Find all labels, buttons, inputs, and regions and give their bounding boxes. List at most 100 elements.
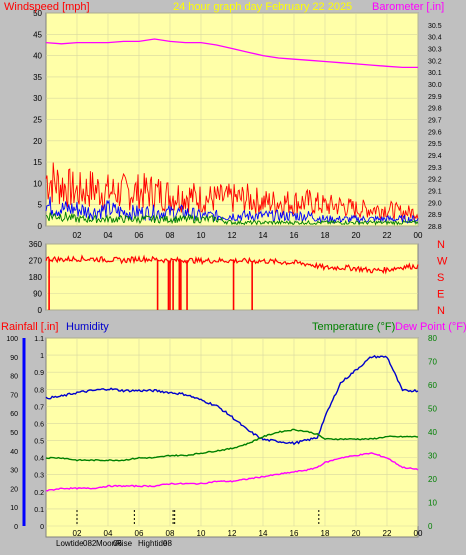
baro-tick-label: 29.3 [428,165,442,172]
temperature-y-axis: 0 10 20 30 40 50 60 70 80 [428,334,437,531]
compass-letter: S [437,272,444,284]
time-tick-label: 08 [166,529,175,538]
humidity-axis-title: Humidity [66,321,109,333]
rain-tick-label: 0.9 [34,370,44,377]
time-tick-label: 06 [135,231,144,240]
time-tick-label: 06 [135,529,144,538]
temperature-tick-label: 40 [428,428,437,437]
dew-point-line [45,452,419,492]
time-tick-label: 00 [414,231,423,240]
barometer-line [45,38,418,69]
baro-tick-label: 30.3 [428,47,442,54]
time-tick-label: 22 [383,231,392,240]
time-tick-label: 18 [321,529,330,538]
wind-baro-grid [46,12,419,227]
baro-tick-label: 30.2 [428,58,442,65]
time-tick-label: 14 [259,529,268,538]
rain-tick-label: 1.1 [34,336,44,343]
humidity-line [45,354,419,446]
wind-tick-label: 45 [33,30,42,39]
wind-series-0 [45,162,419,220]
humidity-tick-label: 50 [10,430,18,437]
compass-letter: W [437,256,448,268]
rain-tick-label: 0.4 [34,456,44,463]
event-label: 082 [83,539,97,548]
temperature-tick-label: 60 [428,381,437,390]
time-tick-label: 16 [290,529,299,538]
time-tick-label: 02 [73,231,82,240]
wind-tick-label: 35 [33,73,42,82]
direction-grid [46,243,418,311]
compass-letter: N [437,305,445,317]
baro-tick-label: 29.4 [428,153,442,160]
direction-tick-label: 90 [33,290,42,299]
humidity-tick-label: 10 [10,505,18,512]
wind-series-1 [45,196,419,225]
wind-tick-label: 25 [33,116,42,125]
time-axis-top: 02 04 06 08 10 12 14 16 18 20 22 00 [73,231,423,240]
wind-tick-label: 40 [33,52,42,61]
time-tick-label: 16 [290,231,299,240]
chart-title: 24 hour graph day February 22 2025 [173,1,352,13]
rain-axis-title: Rainfall [.in] [1,321,58,333]
dewpoint-axis-title: Dew Point (°F) [395,321,466,333]
temperature-tick-label: 30 [428,452,437,461]
wind-tick-label: 50 [33,9,42,18]
wind-tick-label: 5 [38,201,43,210]
wind-axis-title: Windspeed [mph] [4,1,90,13]
wind-series-2 [45,211,419,226]
humidity-tick-label: 80 [10,374,18,381]
time-tick-label: 12 [228,529,237,538]
baro-y-axis: 28.8 28.9 29.0 29.1 29.2 29.3 29.4 29.5 29.6 29.7… [428,23,442,231]
rain-tick-label: 1 [40,353,44,360]
humidity-tick-label: 70 [10,392,18,399]
temperature-axis-title: Temperature (°F) [312,321,395,333]
event-label: Hightide [138,539,168,548]
event-label: 08 [163,539,172,548]
direction-tick-label: 270 [29,257,43,266]
time-axis-bottom: 02 04 06 08 10 12 14 16 18 20 22 00 [73,529,423,538]
humidity-tick-label: 40 [10,449,18,456]
time-tick-label: 14 [259,231,268,240]
temperature-tick-label: 10 [428,499,437,508]
baro-tick-label: 29.0 [428,200,442,207]
time-tick-label: 22 [383,529,392,538]
baro-tick-label: 30.5 [428,23,442,30]
wind-tick-label: 15 [33,158,42,167]
rain-tick-label: 0.6 [34,421,44,428]
baro-tick-label: 29.2 [428,177,442,184]
baro-tick-label: 30.1 [428,70,442,77]
event-label: Lowtide [56,539,84,548]
humidity-tick-label: 30 [10,468,18,475]
time-tick-label: 00 [414,529,423,538]
temperature-tick-label: 80 [428,334,437,343]
time-tick-label: 08 [166,231,175,240]
temperature-tick-label: 0 [428,522,433,531]
rain-tick-label: 0.1 [34,507,44,514]
baro-tick-label: 30.0 [428,82,442,89]
event-label: 06 [113,539,122,548]
humidity-y-axis: 0 10 20 30 40 50 60 70 80 90 100 [6,336,26,531]
humidity-tick-label: 90 [10,355,18,362]
baro-tick-label: 29.7 [428,118,442,125]
humidity-tick-label: 60 [10,411,18,418]
humidity-tick-label: 20 [10,486,18,493]
wind-tick-label: 10 [33,179,42,188]
compass-letter: N [437,239,445,251]
baro-tick-label: 28.8 [428,224,442,231]
direction-line [45,254,419,275]
humidity-temp-series [45,354,419,492]
time-tick-label: 20 [352,231,361,240]
wind-baro-series [45,38,419,226]
rain-tick-label: 0.8 [34,387,44,394]
baro-tick-label: 29.9 [428,94,442,101]
event-label: MoonRise [96,539,133,548]
time-tick-label: 10 [197,529,206,538]
baro-tick-label: 29.1 [428,189,442,196]
direction-tick-label: 180 [29,273,43,282]
rain-tick-label: 0.5 [34,439,44,446]
time-tick-label: 04 [104,529,113,538]
